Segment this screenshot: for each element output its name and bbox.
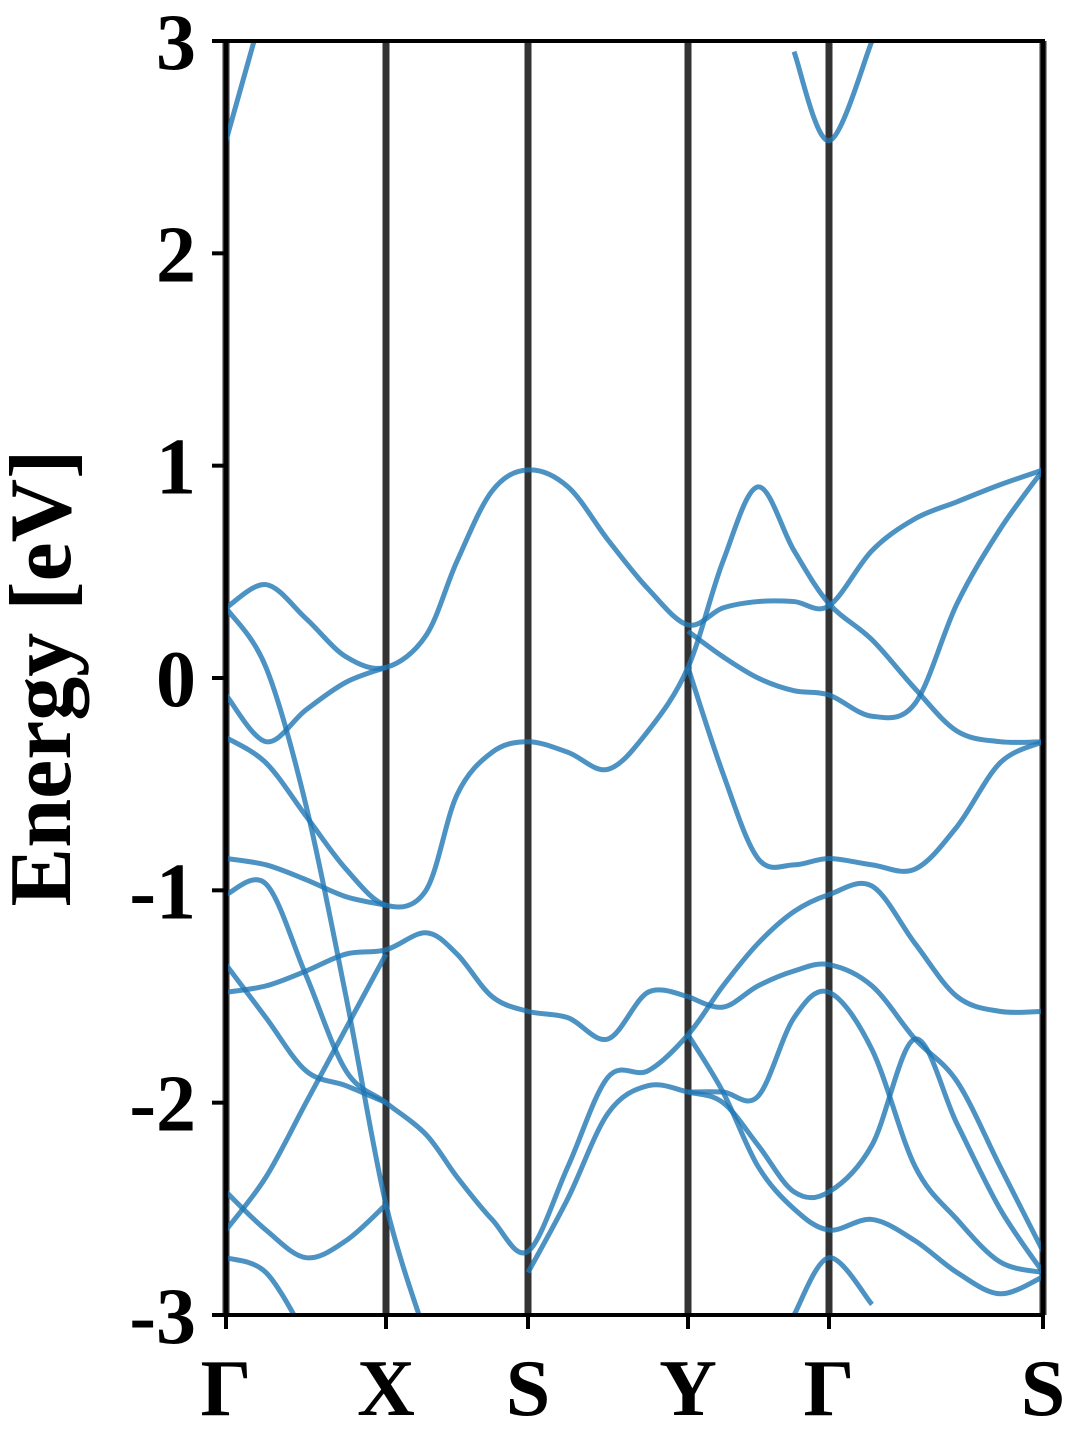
y-tick-label: 1 xyxy=(156,424,196,512)
band-line xyxy=(226,467,1043,671)
x-tick-label: X xyxy=(357,1345,415,1433)
band-line xyxy=(685,666,1043,874)
band-line xyxy=(226,41,875,144)
x-tick-label: S xyxy=(1021,1345,1066,1433)
band-line xyxy=(226,484,1043,910)
grid xyxy=(222,41,1047,1315)
y-tick-label: 2 xyxy=(156,211,196,299)
band-line xyxy=(226,606,422,1315)
band-line xyxy=(226,1033,1043,1297)
y-tick-label: 3 xyxy=(156,0,196,87)
y-tick-label: -1 xyxy=(129,848,196,936)
x-tick-label: Y xyxy=(659,1345,717,1433)
band-line xyxy=(226,468,1043,745)
band-line xyxy=(226,952,1043,1274)
y-tick-label: -2 xyxy=(129,1061,196,1149)
band-line xyxy=(226,1255,874,1315)
x-tick-label: Γ xyxy=(804,1345,855,1433)
band-line xyxy=(226,856,1043,1253)
x-tick-label: S xyxy=(506,1345,551,1433)
bands xyxy=(226,41,1043,1315)
band-line xyxy=(226,930,689,1042)
y-tick-label: 0 xyxy=(156,636,196,724)
band-line xyxy=(226,963,1043,1275)
y-axis-label: Energy [eV] xyxy=(0,450,90,907)
y-tick-label: -3 xyxy=(129,1273,196,1361)
band-line xyxy=(226,877,1043,1256)
x-tick-label: Γ xyxy=(201,1345,252,1433)
plot-frame xyxy=(224,39,1045,1317)
